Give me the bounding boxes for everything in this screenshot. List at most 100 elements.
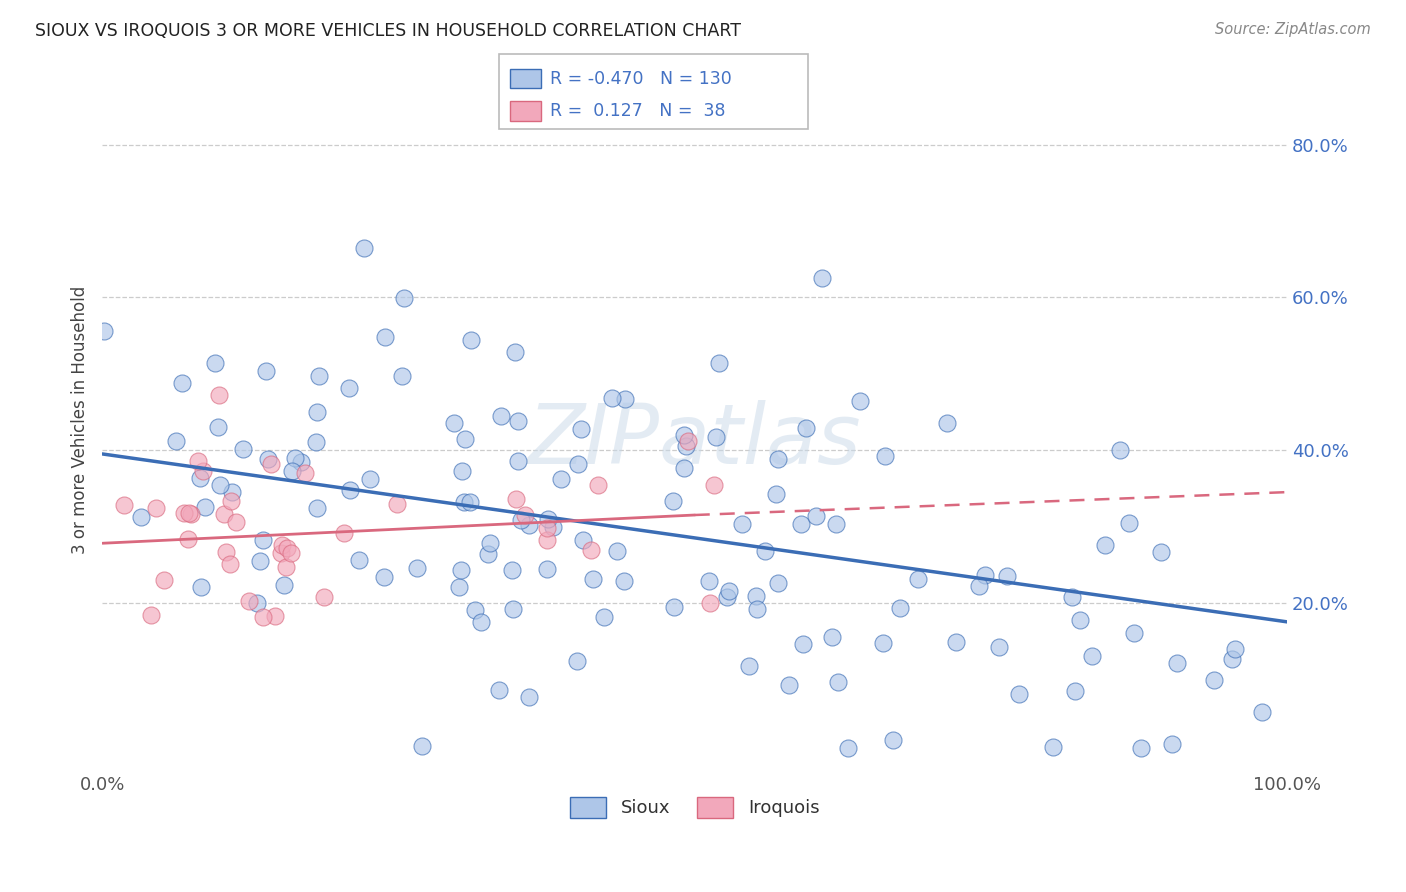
Point (214, 507, 236, 521)
Point (173, 506, 195, 520)
Point (586, 478, 609, 492)
Point (188, 470, 211, 484)
Point (190, 580, 212, 594)
Point (449, 581, 471, 595)
Point (252, 609, 274, 624)
Point (276, 541, 298, 555)
Point (673, 428, 696, 442)
Point (882, 732, 904, 747)
Point (204, 356, 226, 370)
Point (672, 461, 695, 475)
Point (1042, 739, 1064, 754)
Point (1129, 740, 1152, 755)
Point (875, 450, 897, 464)
Point (339, 483, 361, 497)
Point (270, 546, 292, 560)
Point (768, 451, 790, 466)
Point (675, 439, 697, 453)
Point (294, 466, 316, 480)
Point (593, 610, 616, 624)
Point (165, 434, 187, 448)
Point (703, 478, 725, 492)
Point (730, 517, 752, 532)
Point (510, 513, 533, 527)
Point (536, 521, 558, 535)
Point (505, 491, 527, 506)
Point (260, 457, 283, 471)
Point (256, 452, 278, 467)
Point (600, 391, 623, 405)
Point (536, 562, 558, 576)
Point (613, 392, 636, 406)
Point (373, 570, 395, 584)
Point (392, 291, 415, 305)
Point (177, 532, 200, 546)
Text: SIOUX VS IROQUOIS 3 OR MORE VEHICLES IN HOUSEHOLD CORRELATION CHART: SIOUX VS IROQUOIS 3 OR MORE VEHICLES IN … (35, 22, 741, 40)
Point (1109, 442, 1132, 457)
Point (470, 615, 492, 629)
Point (738, 659, 761, 673)
Point (405, 560, 427, 574)
Point (517, 517, 540, 532)
Point (907, 572, 929, 586)
Point (567, 458, 589, 472)
Point (347, 553, 370, 567)
Point (662, 600, 685, 615)
Point (704, 429, 727, 443)
Point (280, 546, 302, 560)
Point (215, 545, 238, 559)
Point (995, 569, 1018, 583)
Point (825, 516, 848, 531)
Point (221, 484, 243, 499)
Point (1008, 687, 1031, 701)
Y-axis label: 3 or more Vehicles in Household: 3 or more Vehicles in Household (72, 285, 89, 554)
Point (1064, 683, 1087, 698)
Point (453, 495, 475, 509)
Point (792, 637, 814, 651)
Point (454, 432, 477, 446)
Point (353, 241, 375, 255)
Point (1123, 626, 1146, 640)
Point (718, 583, 741, 598)
Point (305, 434, 328, 449)
Point (550, 472, 572, 486)
Point (333, 525, 356, 540)
Point (477, 547, 499, 561)
Point (464, 603, 486, 617)
Point (238, 593, 260, 607)
Point (515, 508, 537, 523)
Point (180, 507, 202, 521)
Point (263, 608, 285, 623)
Point (208, 478, 231, 492)
Point (778, 678, 800, 692)
Point (1223, 642, 1246, 657)
Point (936, 417, 959, 431)
Text: R = -0.470   N = 130: R = -0.470 N = 130 (550, 70, 731, 87)
Point (219, 493, 242, 508)
Point (765, 487, 787, 501)
Point (1081, 649, 1104, 664)
Point (541, 520, 564, 534)
Point (460, 334, 482, 348)
Point (450, 464, 472, 478)
Point (179, 506, 201, 520)
Point (697, 574, 720, 588)
Point (974, 568, 997, 582)
Point (443, 416, 465, 430)
Point (766, 575, 789, 590)
Point (1150, 545, 1173, 559)
Point (1250, 705, 1272, 719)
Point (967, 579, 990, 593)
Text: R =  0.127   N =  38: R = 0.127 N = 38 (550, 103, 725, 120)
Point (676, 434, 699, 448)
Point (194, 500, 217, 514)
Point (699, 596, 721, 610)
Point (93, 324, 115, 338)
Point (187, 454, 209, 468)
Point (387, 497, 409, 511)
Legend: Sioux, Iroquois: Sioux, Iroquois (562, 789, 827, 825)
Point (501, 563, 523, 577)
Point (503, 344, 526, 359)
Point (172, 376, 194, 391)
Point (411, 739, 433, 753)
